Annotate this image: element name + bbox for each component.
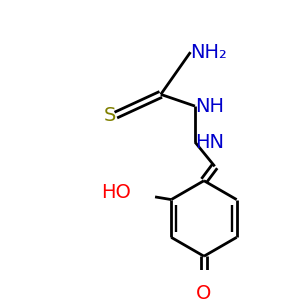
Text: HO: HO: [101, 183, 131, 202]
Text: NH₂: NH₂: [190, 43, 227, 61]
Text: NH: NH: [195, 97, 224, 116]
Text: O: O: [196, 284, 212, 300]
Text: HN: HN: [195, 133, 224, 152]
Text: S: S: [103, 106, 116, 124]
